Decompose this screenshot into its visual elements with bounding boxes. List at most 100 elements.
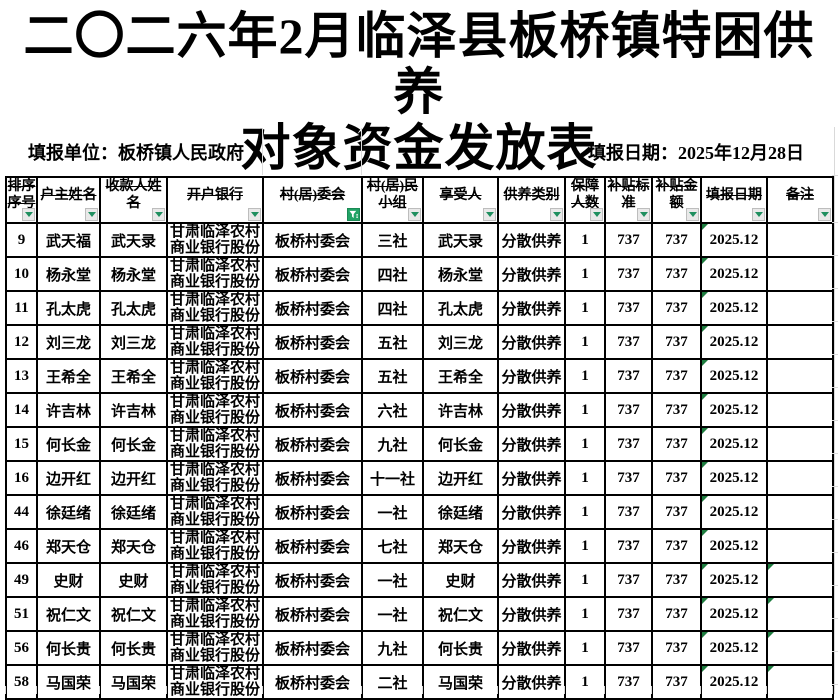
cell-group[interactable]: 五社 (361, 324, 424, 360)
cell-note[interactable] (766, 426, 834, 462)
cell-note[interactable] (766, 256, 834, 292)
cell-payee[interactable]: 杨永堂 (99, 256, 168, 292)
filter-dropdown-icon[interactable] (483, 208, 496, 221)
cell-date[interactable]: 2025.12 (700, 630, 768, 666)
cell-standard[interactable]: 737 (604, 392, 653, 428)
cell-standard[interactable]: 737 (604, 596, 653, 632)
cell-committee[interactable]: 板桥村委会 (262, 596, 363, 632)
cell-beneficiary[interactable]: 郑天仓 (422, 528, 499, 564)
cell-note[interactable] (766, 494, 834, 530)
cell-owner[interactable]: 史财 (36, 562, 101, 598)
cell-note[interactable] (766, 528, 834, 564)
cell-beneficiary[interactable]: 祝仁文 (422, 596, 499, 632)
column-header-group[interactable]: 村(居)民小组 (361, 176, 424, 224)
cell-standard[interactable]: 737 (604, 494, 653, 530)
cell-seq[interactable]: 12 (5, 324, 38, 360)
cell-amount[interactable]: 737 (651, 596, 702, 632)
cell-bank[interactable]: 甘肃临泽农村商业银行股份 (166, 664, 264, 700)
cell-bank[interactable]: 甘肃临泽农村商业银行股份 (166, 324, 264, 360)
cell-bank[interactable]: 甘肃临泽农村商业银行股份 (166, 460, 264, 496)
cell-count[interactable]: 1 (564, 528, 606, 564)
cell-note[interactable] (766, 358, 834, 394)
cell-date[interactable]: 2025.12 (700, 494, 768, 530)
cell-beneficiary[interactable]: 何长贵 (422, 630, 499, 666)
cell-type[interactable]: 分散供养 (497, 562, 566, 598)
cell-group[interactable]: 一社 (361, 494, 424, 530)
cell-group[interactable]: 三社 (361, 222, 424, 258)
cell-group[interactable]: 六社 (361, 392, 424, 428)
cell-group[interactable]: 九社 (361, 630, 424, 666)
cell-group[interactable]: 七社 (361, 528, 424, 564)
cell-type[interactable]: 分散供养 (497, 426, 566, 462)
report-date-label[interactable]: 填报日期：2025年12月28日 (588, 143, 804, 163)
cell-standard[interactable]: 737 (604, 528, 653, 564)
cell-type[interactable]: 分散供养 (497, 630, 566, 666)
cell-bank[interactable]: 甘肃临泽农村商业银行股份 (166, 630, 264, 666)
cell-owner[interactable]: 何长金 (36, 426, 101, 462)
cell-seq[interactable]: 11 (5, 290, 38, 326)
cell-beneficiary[interactable]: 王希全 (422, 358, 499, 394)
cell-seq[interactable]: 16 (5, 460, 38, 496)
cell-owner[interactable]: 孔太虎 (36, 290, 101, 326)
cell-payee[interactable]: 何长贵 (99, 630, 168, 666)
cell-seq[interactable]: 15 (5, 426, 38, 462)
cell-payee[interactable]: 武天录 (99, 222, 168, 258)
column-header-amount[interactable]: 补贴金额 (651, 176, 702, 224)
cell-bank[interactable]: 甘肃临泽农村商业银行股份 (166, 392, 264, 428)
filter-dropdown-icon[interactable] (152, 208, 165, 221)
cell-amount[interactable]: 737 (651, 324, 702, 360)
cell-bank[interactable]: 甘肃临泽农村商业银行股份 (166, 494, 264, 530)
cell-owner[interactable]: 刘三龙 (36, 324, 101, 360)
cell-date[interactable]: 2025.12 (700, 426, 768, 462)
cell-count[interactable]: 1 (564, 222, 606, 258)
cell-payee[interactable]: 史财 (99, 562, 168, 598)
cell-date[interactable]: 2025.12 (700, 256, 768, 292)
cell-payee[interactable]: 许吉林 (99, 392, 168, 428)
cell-payee[interactable]: 何长金 (99, 426, 168, 462)
cell-amount[interactable]: 737 (651, 426, 702, 462)
cell-standard[interactable]: 737 (604, 460, 653, 496)
cell-committee[interactable]: 板桥村委会 (262, 460, 363, 496)
cell-amount[interactable]: 737 (651, 358, 702, 394)
column-header-bank[interactable]: 开户银行 (166, 176, 264, 224)
cell-type[interactable]: 分散供养 (497, 222, 566, 258)
cell-amount[interactable]: 737 (651, 494, 702, 530)
cell-payee[interactable]: 王希全 (99, 358, 168, 394)
cell-standard[interactable]: 737 (604, 256, 653, 292)
cell-bank[interactable]: 甘肃临泽农村商业银行股份 (166, 358, 264, 394)
cell-beneficiary[interactable]: 刘三龙 (422, 324, 499, 360)
filter-dropdown-icon[interactable] (408, 208, 421, 221)
cell-group[interactable]: 四社 (361, 290, 424, 326)
cell-type[interactable]: 分散供养 (497, 358, 566, 394)
cell-amount[interactable]: 737 (651, 222, 702, 258)
cell-amount[interactable]: 737 (651, 392, 702, 428)
cell-note[interactable] (766, 562, 834, 598)
cell-committee[interactable]: 板桥村委会 (262, 290, 363, 326)
cell-beneficiary[interactable]: 史财 (422, 562, 499, 598)
cell-owner[interactable]: 武天福 (36, 222, 101, 258)
cell-count[interactable]: 1 (564, 460, 606, 496)
cell-standard[interactable]: 737 (604, 562, 653, 598)
cell-bank[interactable]: 甘肃临泽农村商业银行股份 (166, 562, 264, 598)
cell-owner[interactable]: 边开红 (36, 460, 101, 496)
cell-count[interactable]: 1 (564, 562, 606, 598)
cell-bank[interactable]: 甘肃临泽农村商业银行股份 (166, 222, 264, 258)
cell-seq[interactable]: 9 (5, 222, 38, 258)
cell-note[interactable] (766, 630, 834, 666)
cell-beneficiary[interactable]: 武天录 (422, 222, 499, 258)
cell-standard[interactable]: 737 (604, 426, 653, 462)
cell-type[interactable]: 分散供养 (497, 324, 566, 360)
cell-owner[interactable]: 何长贵 (36, 630, 101, 666)
cell-owner[interactable]: 郑天仓 (36, 528, 101, 564)
cell-amount[interactable]: 737 (651, 256, 702, 292)
cell-seq[interactable]: 56 (5, 630, 38, 666)
cell-committee[interactable]: 板桥村委会 (262, 562, 363, 598)
cell-seq[interactable]: 13 (5, 358, 38, 394)
cell-payee[interactable]: 刘三龙 (99, 324, 168, 360)
cell-date[interactable]: 2025.12 (700, 290, 768, 326)
cell-date[interactable]: 2025.12 (700, 562, 768, 598)
cell-count[interactable]: 1 (564, 494, 606, 530)
filter-dropdown-icon[interactable] (590, 208, 603, 221)
cell-type[interactable]: 分散供养 (497, 392, 566, 428)
cell-owner[interactable]: 杨永堂 (36, 256, 101, 292)
